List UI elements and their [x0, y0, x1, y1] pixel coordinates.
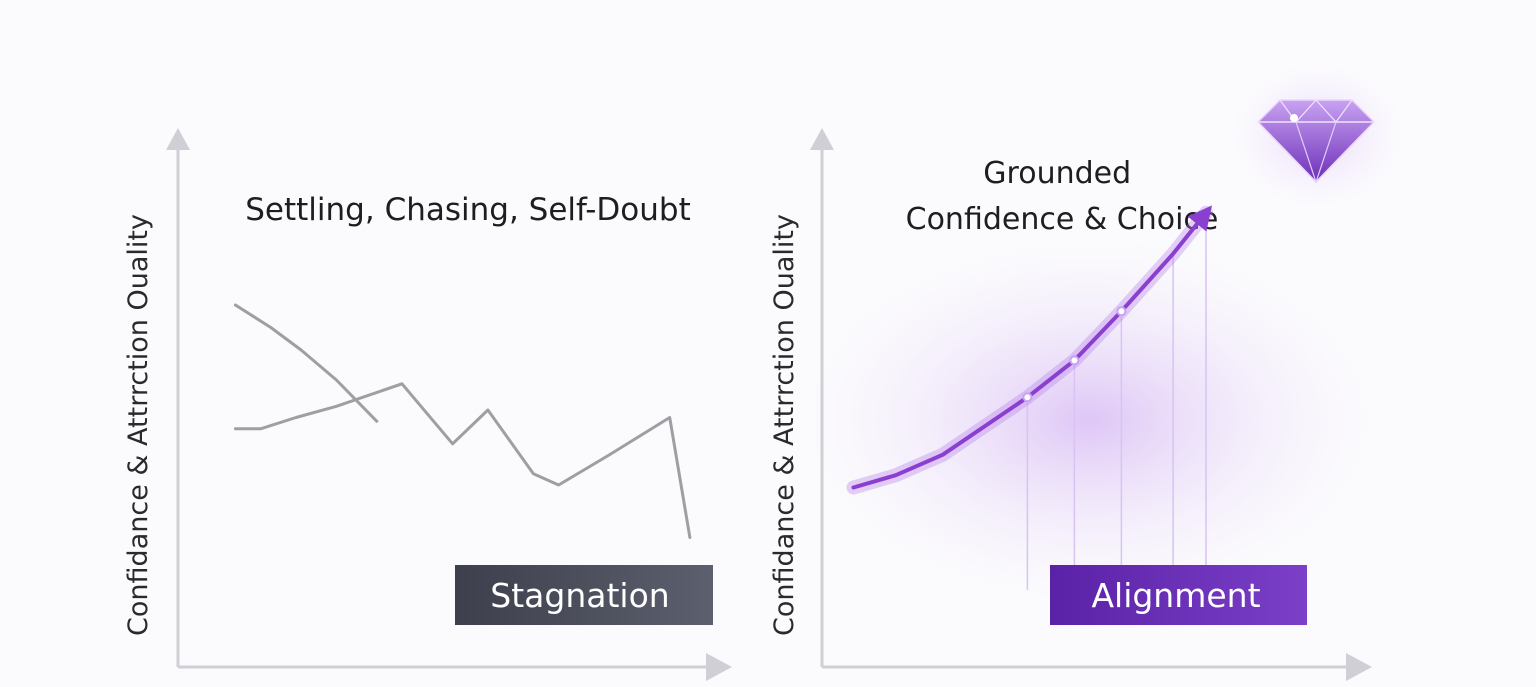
alignment-chart: Confidance & Attrrction Ouality Grounded…: [769, 60, 1408, 681]
series-line-0: [233, 303, 379, 423]
annotation-line-1: Grounded: [983, 156, 1131, 191]
chart-annotation: Grounded Confidence & Choice: [906, 156, 1219, 237]
series-group: [846, 205, 1213, 590]
status-badge: Stagnation: [455, 565, 713, 625]
data-point: [1116, 306, 1127, 317]
x-axis-arrow-icon: [706, 653, 732, 681]
y-axis-arrow-icon: [166, 128, 190, 150]
badge-label: Alignment: [1091, 576, 1260, 615]
y-axis-arrow-icon: [810, 128, 834, 150]
annotation-line-2: Confidence & Choice: [906, 202, 1219, 237]
status-badge: Alignment: [1050, 565, 1307, 625]
y-axis: [166, 128, 190, 667]
series-group: [233, 303, 692, 539]
badge-label: Stagnation: [490, 576, 669, 615]
y-axis-title: Confidance & Attrrction Ouality: [769, 214, 800, 636]
data-point: [1022, 392, 1033, 403]
chart-annotation: Settling, Chasing, Self-Doubt: [245, 192, 691, 228]
y-axis: [810, 128, 834, 667]
stagnation-chart: Confidance & Attrrction Ouality Settling…: [123, 128, 732, 681]
diamond-icon: [1256, 99, 1376, 184]
data-point: [1069, 355, 1080, 366]
series-line-1: [233, 382, 692, 539]
x-axis: [178, 653, 732, 681]
sparkle-glow: [790, 230, 1390, 610]
y-axis-title: Confidance & Attrrction Ouality: [123, 214, 154, 636]
x-axis: [822, 653, 1372, 681]
x-axis-arrow-icon: [1346, 653, 1372, 681]
